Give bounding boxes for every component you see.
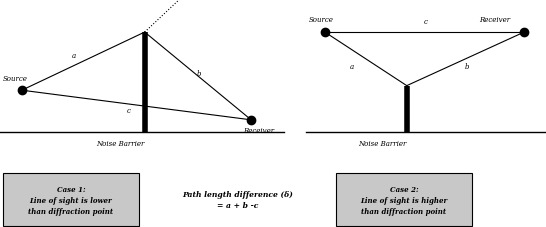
Text: Source: Source: [3, 75, 28, 83]
Text: Source: Source: [308, 16, 334, 24]
Text: Receiver: Receiver: [243, 126, 274, 134]
Text: c: c: [126, 106, 130, 114]
FancyBboxPatch shape: [3, 174, 139, 226]
Text: a: a: [72, 52, 76, 60]
Text: b: b: [197, 70, 201, 78]
FancyBboxPatch shape: [336, 174, 472, 226]
Text: c: c: [424, 18, 428, 26]
Text: Noise Barrier: Noise Barrier: [96, 140, 144, 148]
Text: Noise Barrier: Noise Barrier: [358, 140, 406, 148]
Text: Path length difference (δ)
= a + b -c: Path length difference (δ) = a + b -c: [182, 190, 293, 210]
Text: Case 2:
Line of sight is higher
than diffraction point: Case 2: Line of sight is higher than dif…: [360, 185, 448, 215]
Text: a: a: [350, 63, 354, 71]
Text: b: b: [465, 63, 469, 71]
Text: Case 1:
Line of sight is lower
than diffraction point: Case 1: Line of sight is lower than diff…: [28, 185, 114, 215]
Text: Receiver: Receiver: [479, 16, 511, 24]
